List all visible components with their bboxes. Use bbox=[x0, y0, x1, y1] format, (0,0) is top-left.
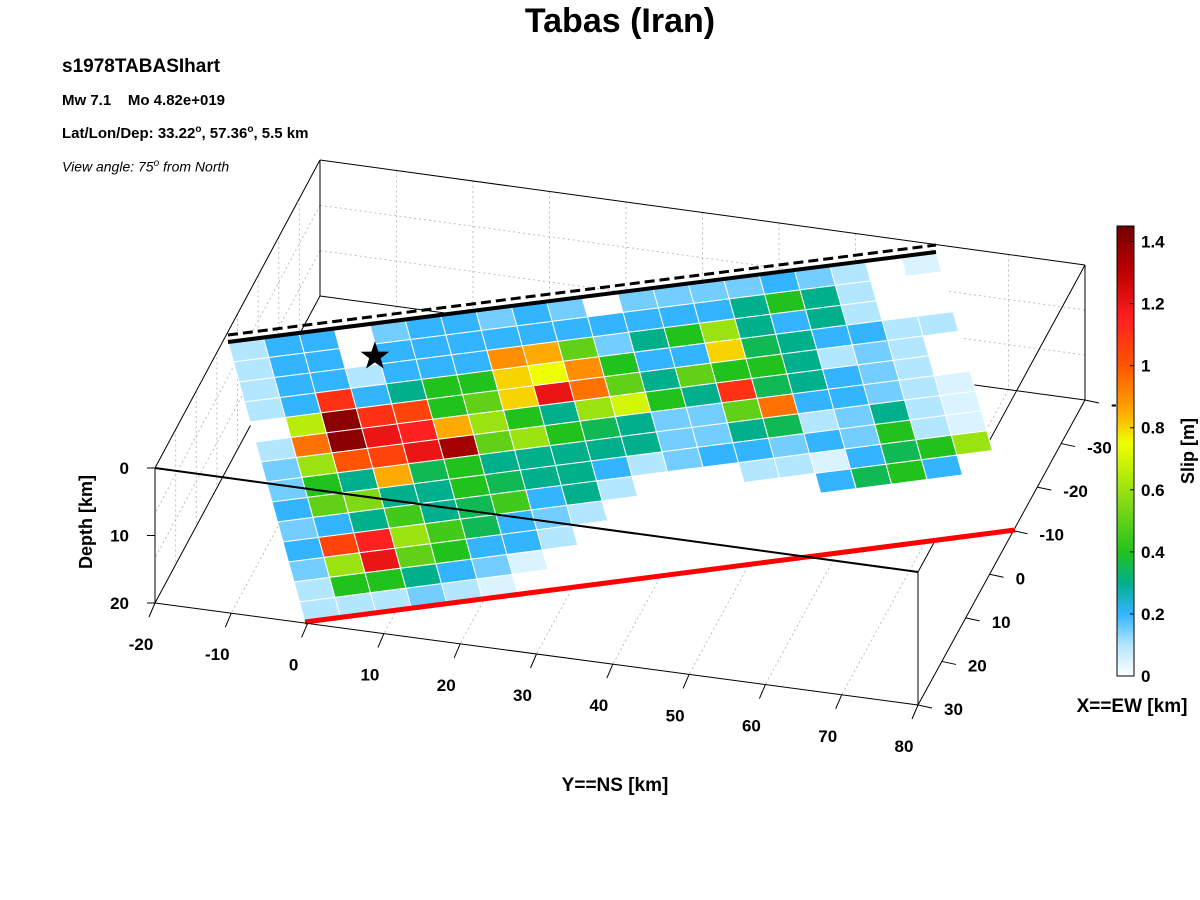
hypocenter-star bbox=[360, 341, 390, 369]
z-axis-label: Depth [km] bbox=[76, 475, 96, 569]
event-id: s1978TABASIhart bbox=[62, 56, 221, 77]
x-tick bbox=[1037, 486, 1052, 491]
location-lat: Lat/Lon/Dep: 33.22 bbox=[62, 125, 196, 142]
colorbar-label: Slip [m] bbox=[1178, 418, 1198, 484]
y-tick-label: 20 bbox=[437, 676, 456, 695]
y-tick-label: 30 bbox=[513, 686, 532, 705]
y-tick-label: 60 bbox=[742, 717, 761, 736]
moment-value: Mo 4.82e+019 bbox=[127, 92, 226, 109]
colorbar-tick-label: 0.6 bbox=[1141, 481, 1165, 500]
x-tick bbox=[941, 660, 956, 665]
box-edge bbox=[154, 467, 919, 573]
x-tick bbox=[989, 573, 1004, 578]
grid-line bbox=[319, 204, 1086, 311]
x-tick-label: 20 bbox=[968, 656, 987, 675]
x-tick-label: 0 bbox=[1016, 569, 1025, 588]
degree-sup: o bbox=[153, 158, 160, 169]
x-tick-label: 10 bbox=[992, 613, 1011, 632]
y-tick-label: 10 bbox=[360, 666, 379, 685]
view-angle-suffix: from North bbox=[159, 158, 230, 175]
x-tick-label: -20 bbox=[1063, 482, 1088, 501]
slip-cells bbox=[227, 251, 1016, 623]
colorbar-tick-label: 0.8 bbox=[1141, 419, 1165, 438]
y-tick-label: 40 bbox=[589, 696, 608, 715]
grid-line bbox=[230, 306, 397, 614]
grid-line bbox=[536, 347, 703, 655]
chart-title: Tabas (Iran) bbox=[524, 2, 716, 40]
colorbar bbox=[1116, 225, 1135, 677]
location-dep: , 5.5 km bbox=[253, 125, 309, 142]
location-lon: , 57.36 bbox=[201, 125, 248, 142]
fault-top-edge-dashed bbox=[227, 243, 937, 337]
x-tick bbox=[1013, 530, 1028, 535]
x-tick-label: 30 bbox=[944, 700, 963, 719]
fault-bottom-edge bbox=[304, 527, 1016, 625]
x-tick-label: -30 bbox=[1087, 439, 1112, 458]
x-tick bbox=[917, 704, 933, 709]
box-edge bbox=[917, 399, 1086, 706]
x-tick bbox=[965, 617, 980, 622]
y-tick-label: 0 bbox=[289, 655, 298, 674]
view-angle-note: View angle: 75o from North bbox=[62, 158, 229, 175]
degree-sup: o bbox=[247, 124, 254, 135]
magnitude-value: Mw 7.1 bbox=[62, 92, 112, 109]
grid-line bbox=[154, 250, 321, 559]
y-tick-label: -10 bbox=[205, 645, 230, 664]
z-tick-label: 10 bbox=[110, 527, 129, 546]
z-tick-label: 0 bbox=[120, 459, 129, 478]
colorbar-tick-label: 1.4 bbox=[1141, 233, 1165, 252]
y-tick-label: 50 bbox=[666, 706, 685, 725]
colorbar-tick-label: 0.4 bbox=[1141, 543, 1165, 562]
x-axis-label: X==EW [km] bbox=[1077, 696, 1188, 717]
colorbar-tick-label: 1 bbox=[1141, 357, 1150, 376]
colorbar-tick-label: 0 bbox=[1141, 667, 1150, 686]
y-tick-label: -20 bbox=[129, 635, 154, 654]
z-tick-label: 20 bbox=[110, 594, 129, 613]
x-tick-label: -10 bbox=[1039, 526, 1064, 545]
colorbar-tick-label: 0.2 bbox=[1141, 605, 1165, 624]
grid-line bbox=[612, 358, 780, 665]
y-tick bbox=[530, 653, 537, 669]
y-tick bbox=[148, 602, 156, 618]
y-tick bbox=[453, 643, 461, 658]
degree-sup: o bbox=[195, 124, 202, 135]
colorbar-tick-label: 1.2 bbox=[1141, 295, 1165, 314]
view-angle-prefix: View angle: 75 bbox=[62, 158, 154, 175]
box-edge bbox=[319, 159, 1086, 266]
x-tick bbox=[1061, 443, 1076, 448]
y-tick bbox=[606, 664, 614, 679]
magnitude-line: Mw 7.1 Mo 4.82e+019 bbox=[62, 92, 225, 109]
y-axis-label: Y==NS [km] bbox=[562, 775, 669, 796]
y-tick bbox=[758, 684, 766, 699]
y-tick-label: 70 bbox=[818, 727, 837, 746]
y-tick bbox=[835, 694, 843, 709]
y-tick bbox=[224, 613, 232, 628]
grid-line bbox=[154, 205, 321, 514]
y-tick bbox=[377, 633, 385, 648]
location-line: Lat/Lon/Dep: 33.22o, 57.36o, 5.5 km bbox=[62, 124, 309, 142]
box-edge bbox=[154, 159, 321, 469]
y-tick bbox=[301, 623, 309, 638]
fault-top-edge bbox=[227, 250, 937, 344]
y-tick bbox=[911, 704, 919, 720]
x-tick bbox=[1084, 399, 1100, 404]
y-tick-label: 80 bbox=[895, 737, 914, 756]
y-tick bbox=[682, 674, 690, 689]
